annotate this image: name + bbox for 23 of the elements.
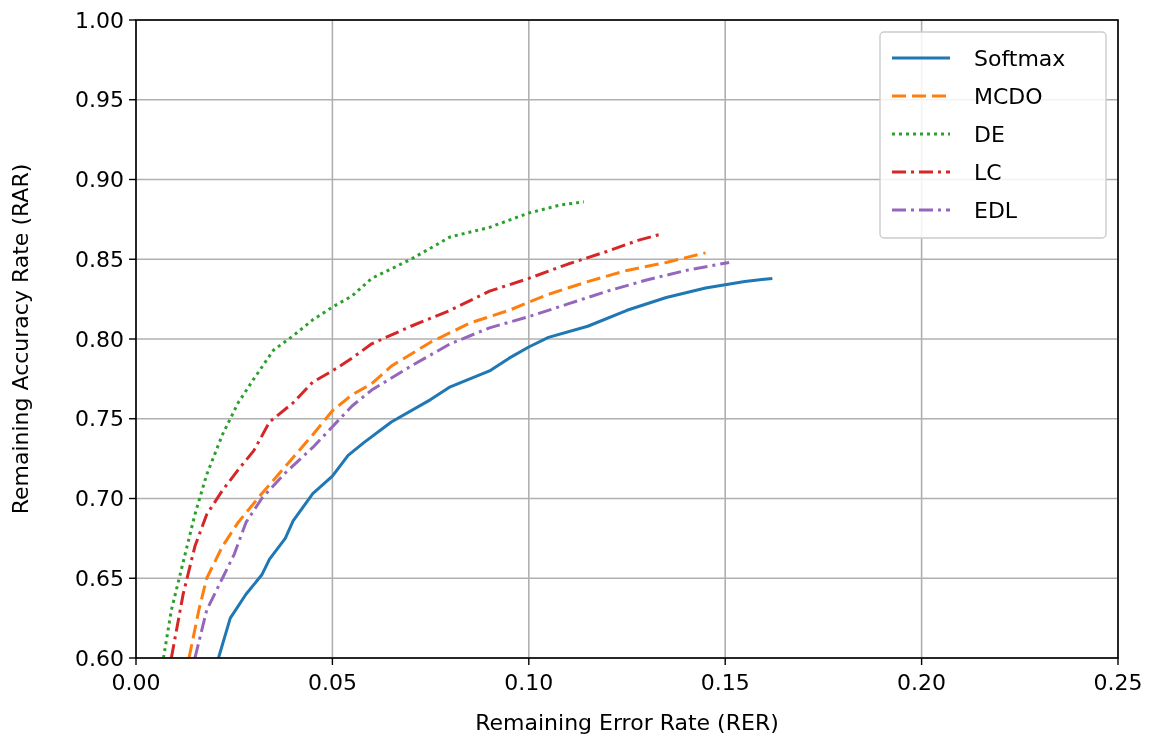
legend-label: Softmax [974,45,1066,71]
line-series [162,200,586,658]
legend-label: MCDO [974,83,1043,109]
x-tick-label: 0.00 [111,670,161,695]
y-tick-label: 0.85 [75,246,124,272]
y-tick-label: 1.00 [75,7,124,33]
x-tick-label: 0.15 [700,670,750,695]
y-tick-label: 0.65 [75,565,124,591]
y-tick-label: 0.75 [75,406,124,432]
y-axis-title: Remaining Accuracy Rate (RAR) [8,163,33,515]
y-tick-label: 0.90 [75,167,124,193]
y-tick-label: 0.70 [75,486,124,512]
y-tick-label: 0.95 [75,87,124,113]
x-tick-label: 0.05 [307,670,357,695]
legend-label: DE [974,121,1005,147]
y-tick-label: 0.60 [75,645,124,671]
x-tick-label: 0.25 [1093,670,1143,695]
y-tick-label: 0.80 [75,326,124,352]
x-tick-label: 0.20 [897,670,947,695]
x-tick-label: 0.10 [504,670,554,695]
x-axis-title: Remaining Error Rate (RER) [475,710,779,735]
legend-label: EDL [974,197,1018,223]
legend-label: LC [974,159,1002,185]
